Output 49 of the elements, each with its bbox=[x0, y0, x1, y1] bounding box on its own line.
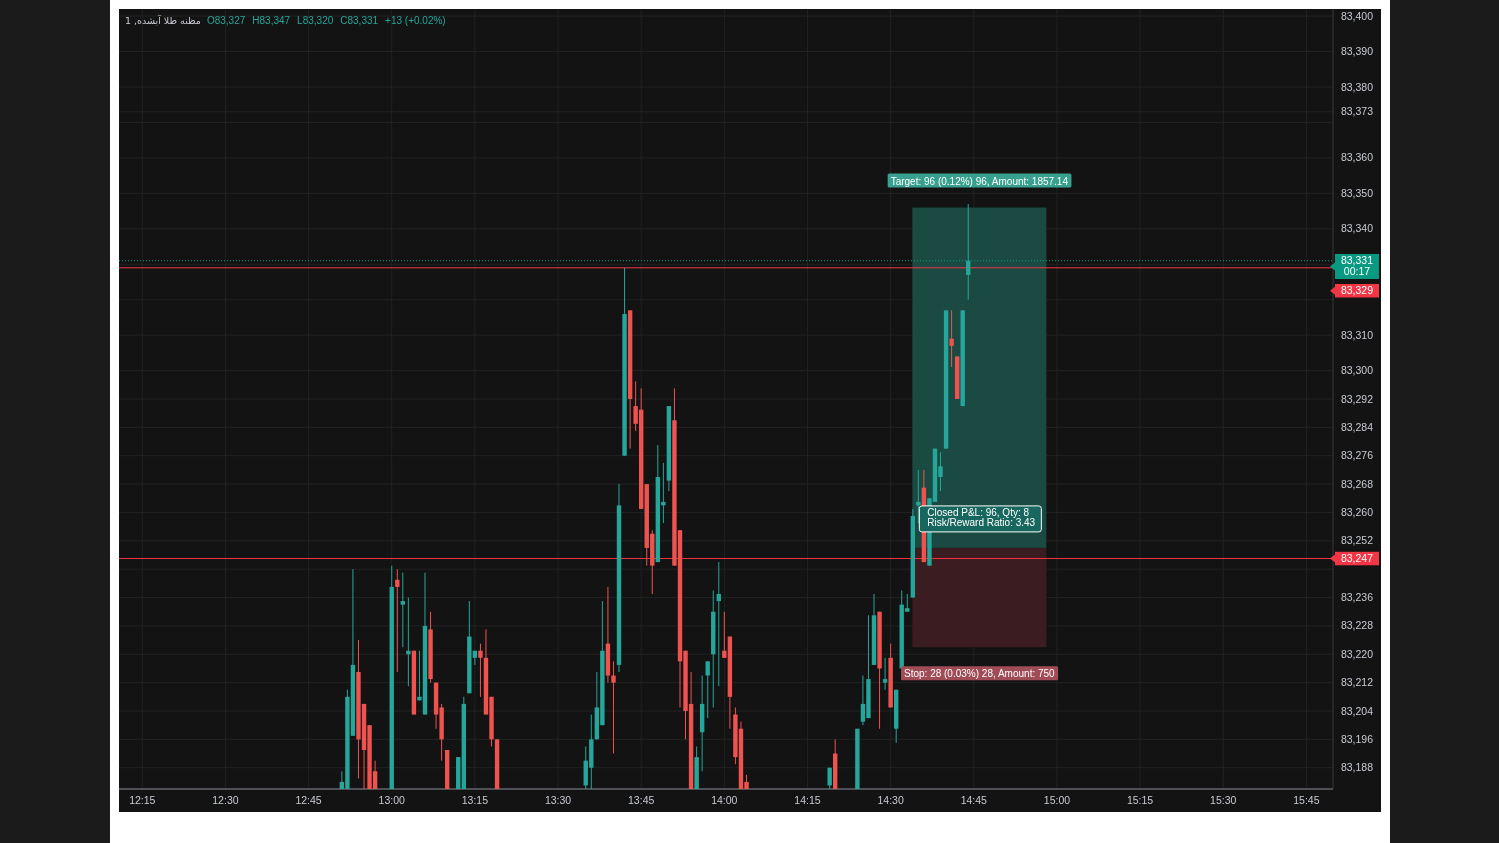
x-tick-label: 14:30 bbox=[877, 794, 904, 806]
note: Closed P&L: 96, Qty: 8 Risk/Reward Ratio: 3.43 bbox=[918, 505, 1042, 533]
x-tick-label: 14:45 bbox=[960, 794, 988, 806]
legend-label: 83,329 bbox=[1340, 283, 1374, 296]
band-label: Stop: 28 (0.03%) 28, Amount: 750 bbox=[901, 666, 1059, 681]
y-tick-label: 83,350 bbox=[1340, 186, 1374, 199]
y-tick-label: 83,340 bbox=[1340, 222, 1374, 235]
x-tick-label: 12:15 bbox=[129, 794, 156, 806]
chart-title: مظنه طلا آبشده, 1 bbox=[125, 15, 201, 26]
text: O83,327 bbox=[206, 15, 246, 26]
ref-line-label: 83,331 00:17 bbox=[1340, 253, 1374, 278]
y-tick-label: 83,236 bbox=[1340, 591, 1374, 604]
y-tick-label: 83,188 bbox=[1340, 761, 1374, 774]
x-tick-label: 13:15 bbox=[461, 794, 489, 806]
annotation: Closed P&L: 96, Qty: 8 Risk/Reward Ratio: 3.43 bbox=[927, 506, 1036, 529]
x-tick-label: 15:00 bbox=[1043, 794, 1071, 806]
y-tick-label: 83,373 bbox=[1340, 105, 1374, 118]
text: H83,347 bbox=[252, 15, 291, 26]
y-tick-label: 83,204 bbox=[1340, 704, 1374, 717]
y-tick-label: 83,228 bbox=[1340, 619, 1374, 632]
y-tick-label: 83,380 bbox=[1340, 80, 1374, 93]
y-tick-label: 83,310 bbox=[1340, 328, 1374, 341]
x-tick-label: 13:30 bbox=[544, 794, 572, 806]
y-tick-label: 83,220 bbox=[1340, 647, 1374, 660]
y-tick-label: 83,360 bbox=[1340, 151, 1374, 164]
x-tick-label: 15:30 bbox=[1210, 794, 1237, 806]
text: L83,320 bbox=[297, 15, 334, 26]
x-tick-label: 15:45 bbox=[1293, 794, 1320, 806]
y-tick-label: 83,400 bbox=[1340, 9, 1374, 22]
x-tick-label: 14:15 bbox=[794, 794, 821, 806]
x-tick-label: 12:30 bbox=[212, 794, 239, 806]
y-tick-label: 83,212 bbox=[1340, 676, 1374, 689]
y-tick-label: 83,276 bbox=[1340, 449, 1374, 462]
x-tick-label: 15:15 bbox=[1126, 794, 1154, 806]
text: C83,331 bbox=[340, 15, 379, 26]
ref-line-label: 83,247 bbox=[1340, 551, 1374, 564]
x-tick-label: 12:45 bbox=[295, 794, 322, 806]
x-tick-label: 13:00 bbox=[378, 794, 406, 806]
y-tick-label: 83,268 bbox=[1340, 477, 1374, 490]
y-tick-label: 83,292 bbox=[1340, 392, 1374, 405]
x-tick-label: 14:00 bbox=[711, 794, 738, 806]
y-tick-label: 83,300 bbox=[1340, 364, 1374, 377]
y-tick-label: 83,196 bbox=[1340, 732, 1374, 745]
text: +13 (+0.02%) bbox=[385, 15, 446, 26]
y-tick-label: 83,390 bbox=[1340, 45, 1374, 58]
x-tick-label: 13:45 bbox=[628, 794, 655, 806]
y-tick-label: 83,252 bbox=[1340, 534, 1374, 547]
y-tick-label: 83,260 bbox=[1340, 505, 1374, 518]
y-tick-label: 83,284 bbox=[1340, 420, 1374, 433]
